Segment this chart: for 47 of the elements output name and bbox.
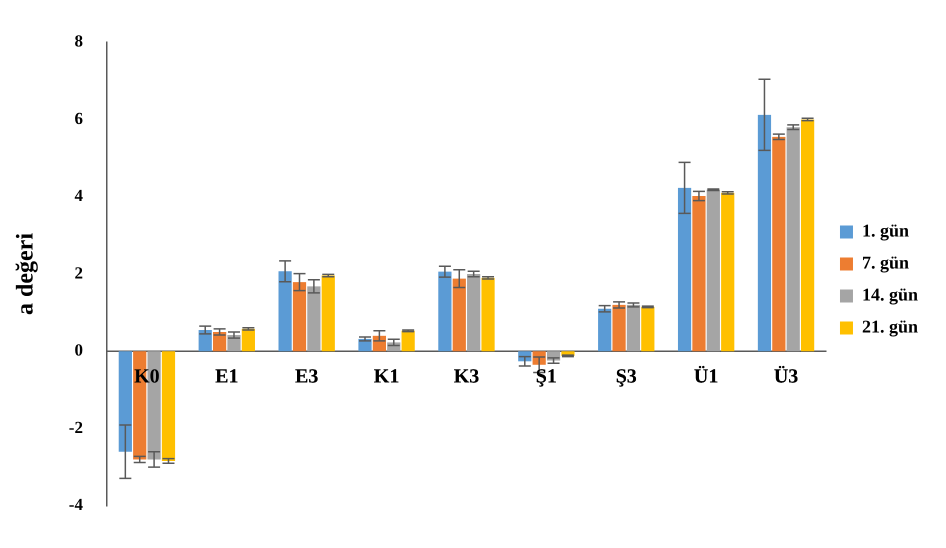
bar <box>307 286 320 352</box>
legend-label: 1. gün <box>862 220 910 241</box>
bar <box>292 282 306 352</box>
bar <box>162 351 176 461</box>
bar <box>612 304 626 352</box>
bar <box>721 192 734 352</box>
legend-label: 14. gün <box>862 284 918 305</box>
y-tick-label: 0 <box>74 340 83 360</box>
y-tick-label: 4 <box>74 186 84 206</box>
bar <box>402 330 415 352</box>
bar <box>758 114 772 352</box>
bar <box>198 330 212 352</box>
bar <box>242 328 255 352</box>
bar <box>118 351 132 452</box>
y-tick-label: 8 <box>74 32 83 51</box>
y-tick-label: -2 <box>68 418 83 437</box>
legend-label: 21. gün <box>862 316 918 337</box>
bar <box>786 127 800 352</box>
y-tick-label: 6 <box>74 108 83 128</box>
bar <box>278 271 292 352</box>
bar <box>626 304 640 352</box>
bar <box>706 190 720 352</box>
bar <box>481 278 495 352</box>
bar <box>452 278 466 352</box>
y-axis-title: a değeri <box>12 232 39 315</box>
x-tick-label: Ş3 <box>616 365 637 388</box>
x-tick-label: E1 <box>215 365 238 388</box>
x-tick-label: K1 <box>374 365 400 388</box>
x-tick-label: Ü3 <box>774 365 798 388</box>
x-tick-label: E3 <box>295 365 318 388</box>
x-tick-label: K0 <box>134 365 160 388</box>
legend-label: 7. gün <box>862 252 910 273</box>
bar <box>322 276 335 352</box>
bar <box>598 308 612 352</box>
x-tick-label: Ş1 <box>536 365 557 388</box>
bar <box>641 306 654 352</box>
bar <box>467 274 480 352</box>
bar <box>438 272 452 352</box>
bar <box>692 196 706 352</box>
x-tick-label: K3 <box>454 365 480 388</box>
x-tick-label: Ü1 <box>694 365 718 388</box>
bar <box>800 119 814 352</box>
y-tick-label: 2 <box>74 263 83 282</box>
bar <box>772 136 786 352</box>
bar <box>678 188 692 352</box>
y-tick-label: -4 <box>68 495 84 514</box>
bar <box>212 332 226 352</box>
